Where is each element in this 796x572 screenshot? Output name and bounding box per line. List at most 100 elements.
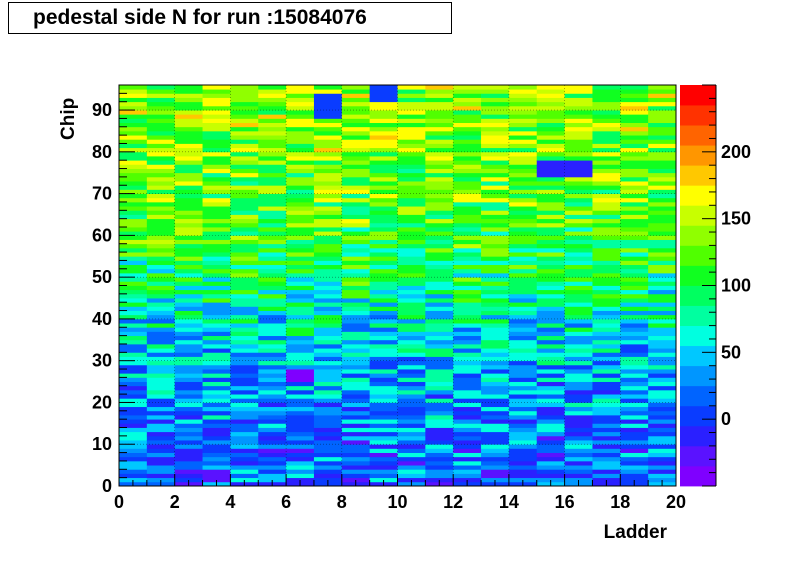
heatmap-cell — [286, 189, 315, 195]
heatmap-cell — [425, 185, 454, 190]
heatmap-cell — [230, 189, 259, 195]
heatmap-cell — [536, 260, 565, 266]
heatmap-cell — [369, 356, 398, 362]
heatmap-cell — [564, 135, 593, 140]
heatmap-cell — [258, 231, 287, 236]
heatmap-cell — [564, 256, 593, 261]
heatmap-cell — [202, 256, 231, 261]
heatmap-cell — [119, 444, 148, 449]
heatmap-cell — [564, 151, 593, 157]
heatmap-cell — [286, 147, 315, 153]
palette-swatch — [680, 405, 716, 427]
heatmap-cell — [313, 314, 343, 320]
heatmap-cell — [481, 423, 510, 428]
heatmap-cell — [313, 160, 343, 165]
heatmap-cell — [508, 147, 538, 153]
heatmap-cell — [481, 147, 510, 153]
heatmap-cell — [481, 452, 510, 458]
heatmap-cell — [313, 423, 343, 428]
x-axis: 0 2 4 6 8 10 12 14 16 18 20 — [114, 474, 686, 512]
heatmap-cell — [146, 264, 176, 270]
heatmap-cell — [174, 419, 203, 424]
heatmap-cell — [536, 193, 565, 199]
heatmap-cell — [536, 143, 565, 149]
heatmap-cell — [397, 469, 426, 474]
heatmap-cell — [202, 252, 231, 257]
heatmap-cell — [508, 352, 538, 357]
heatmap-cell — [648, 419, 677, 424]
heatmap-cell — [146, 369, 176, 374]
heatmap-cell — [146, 318, 176, 324]
heatmap-cell — [425, 339, 454, 345]
heatmap-cell — [258, 101, 287, 107]
heatmap-cell — [119, 231, 148, 236]
heatmap-cell — [453, 460, 482, 466]
heatmap-cell — [174, 293, 203, 299]
heatmap-cell — [536, 419, 565, 424]
heatmap-cell — [230, 281, 259, 286]
heatmap-cell — [174, 231, 203, 236]
heatmap-cell — [536, 252, 565, 257]
heatmap-cell — [119, 122, 148, 128]
heatmap-cell — [397, 143, 426, 149]
heatmap-cell — [230, 160, 259, 165]
heatmap-cell — [481, 310, 510, 316]
heatmap-cell — [230, 293, 259, 299]
heatmap-cell — [508, 339, 538, 345]
heatmap-cell — [508, 135, 538, 140]
heatmap-cell — [369, 256, 398, 261]
heatmap-cell — [146, 101, 176, 107]
heatmap-cell — [258, 410, 287, 416]
heatmap-cell — [258, 293, 287, 299]
heatmap-cell — [508, 235, 538, 240]
heatmap-cell — [592, 377, 621, 382]
heatmap-cell — [341, 465, 371, 470]
heatmap-cell — [119, 469, 148, 474]
heatmap-cell — [341, 214, 371, 220]
heatmap-cell — [369, 247, 398, 253]
heatmap-cell — [508, 105, 538, 111]
heatmap-cell — [648, 352, 677, 357]
heatmap-cell — [592, 302, 621, 307]
heatmap-cell — [258, 473, 287, 479]
heatmap-cell — [481, 231, 510, 236]
heatmap-cell — [508, 394, 538, 399]
heatmap-cell — [119, 406, 148, 412]
heatmap-cell — [397, 126, 426, 132]
x-tick-label: 12 — [443, 492, 463, 512]
heatmap-cell — [397, 448, 426, 453]
heatmap-cell — [119, 373, 148, 378]
heatmap-cell — [592, 306, 621, 311]
heatmap-cell — [592, 85, 621, 90]
heatmap-cell — [536, 156, 565, 161]
heatmap-cell — [508, 85, 538, 90]
heatmap-cell — [564, 419, 593, 424]
heatmap-cell — [397, 243, 426, 249]
heatmap-cell — [564, 394, 593, 399]
heatmap-cell — [313, 414, 343, 420]
heatmap-cell — [202, 348, 231, 353]
heatmap-cell — [564, 239, 593, 245]
heatmap-cell — [202, 394, 231, 399]
heatmap-cell — [592, 360, 621, 366]
heatmap-cell — [508, 206, 538, 211]
heatmap-cell — [481, 89, 510, 94]
heatmap-cell — [536, 256, 565, 261]
heatmap-cell — [119, 456, 148, 462]
heatmap-cell — [313, 435, 343, 441]
palette-swatch — [680, 205, 716, 226]
heatmap-cell — [425, 93, 454, 98]
heatmap-cell — [397, 452, 426, 458]
heatmap-cell — [146, 452, 176, 458]
heatmap-cell — [620, 189, 649, 195]
x-tick-label: 2 — [170, 492, 180, 512]
heatmap-cell — [648, 227, 677, 232]
heatmap-cell — [341, 369, 371, 374]
heatmap-cell — [119, 423, 148, 428]
heatmap-cell — [620, 298, 649, 303]
heatmap-cell — [397, 373, 426, 378]
heatmap-cell — [536, 185, 565, 190]
heatmap-cell — [313, 352, 343, 357]
heatmap-cell — [508, 465, 538, 470]
